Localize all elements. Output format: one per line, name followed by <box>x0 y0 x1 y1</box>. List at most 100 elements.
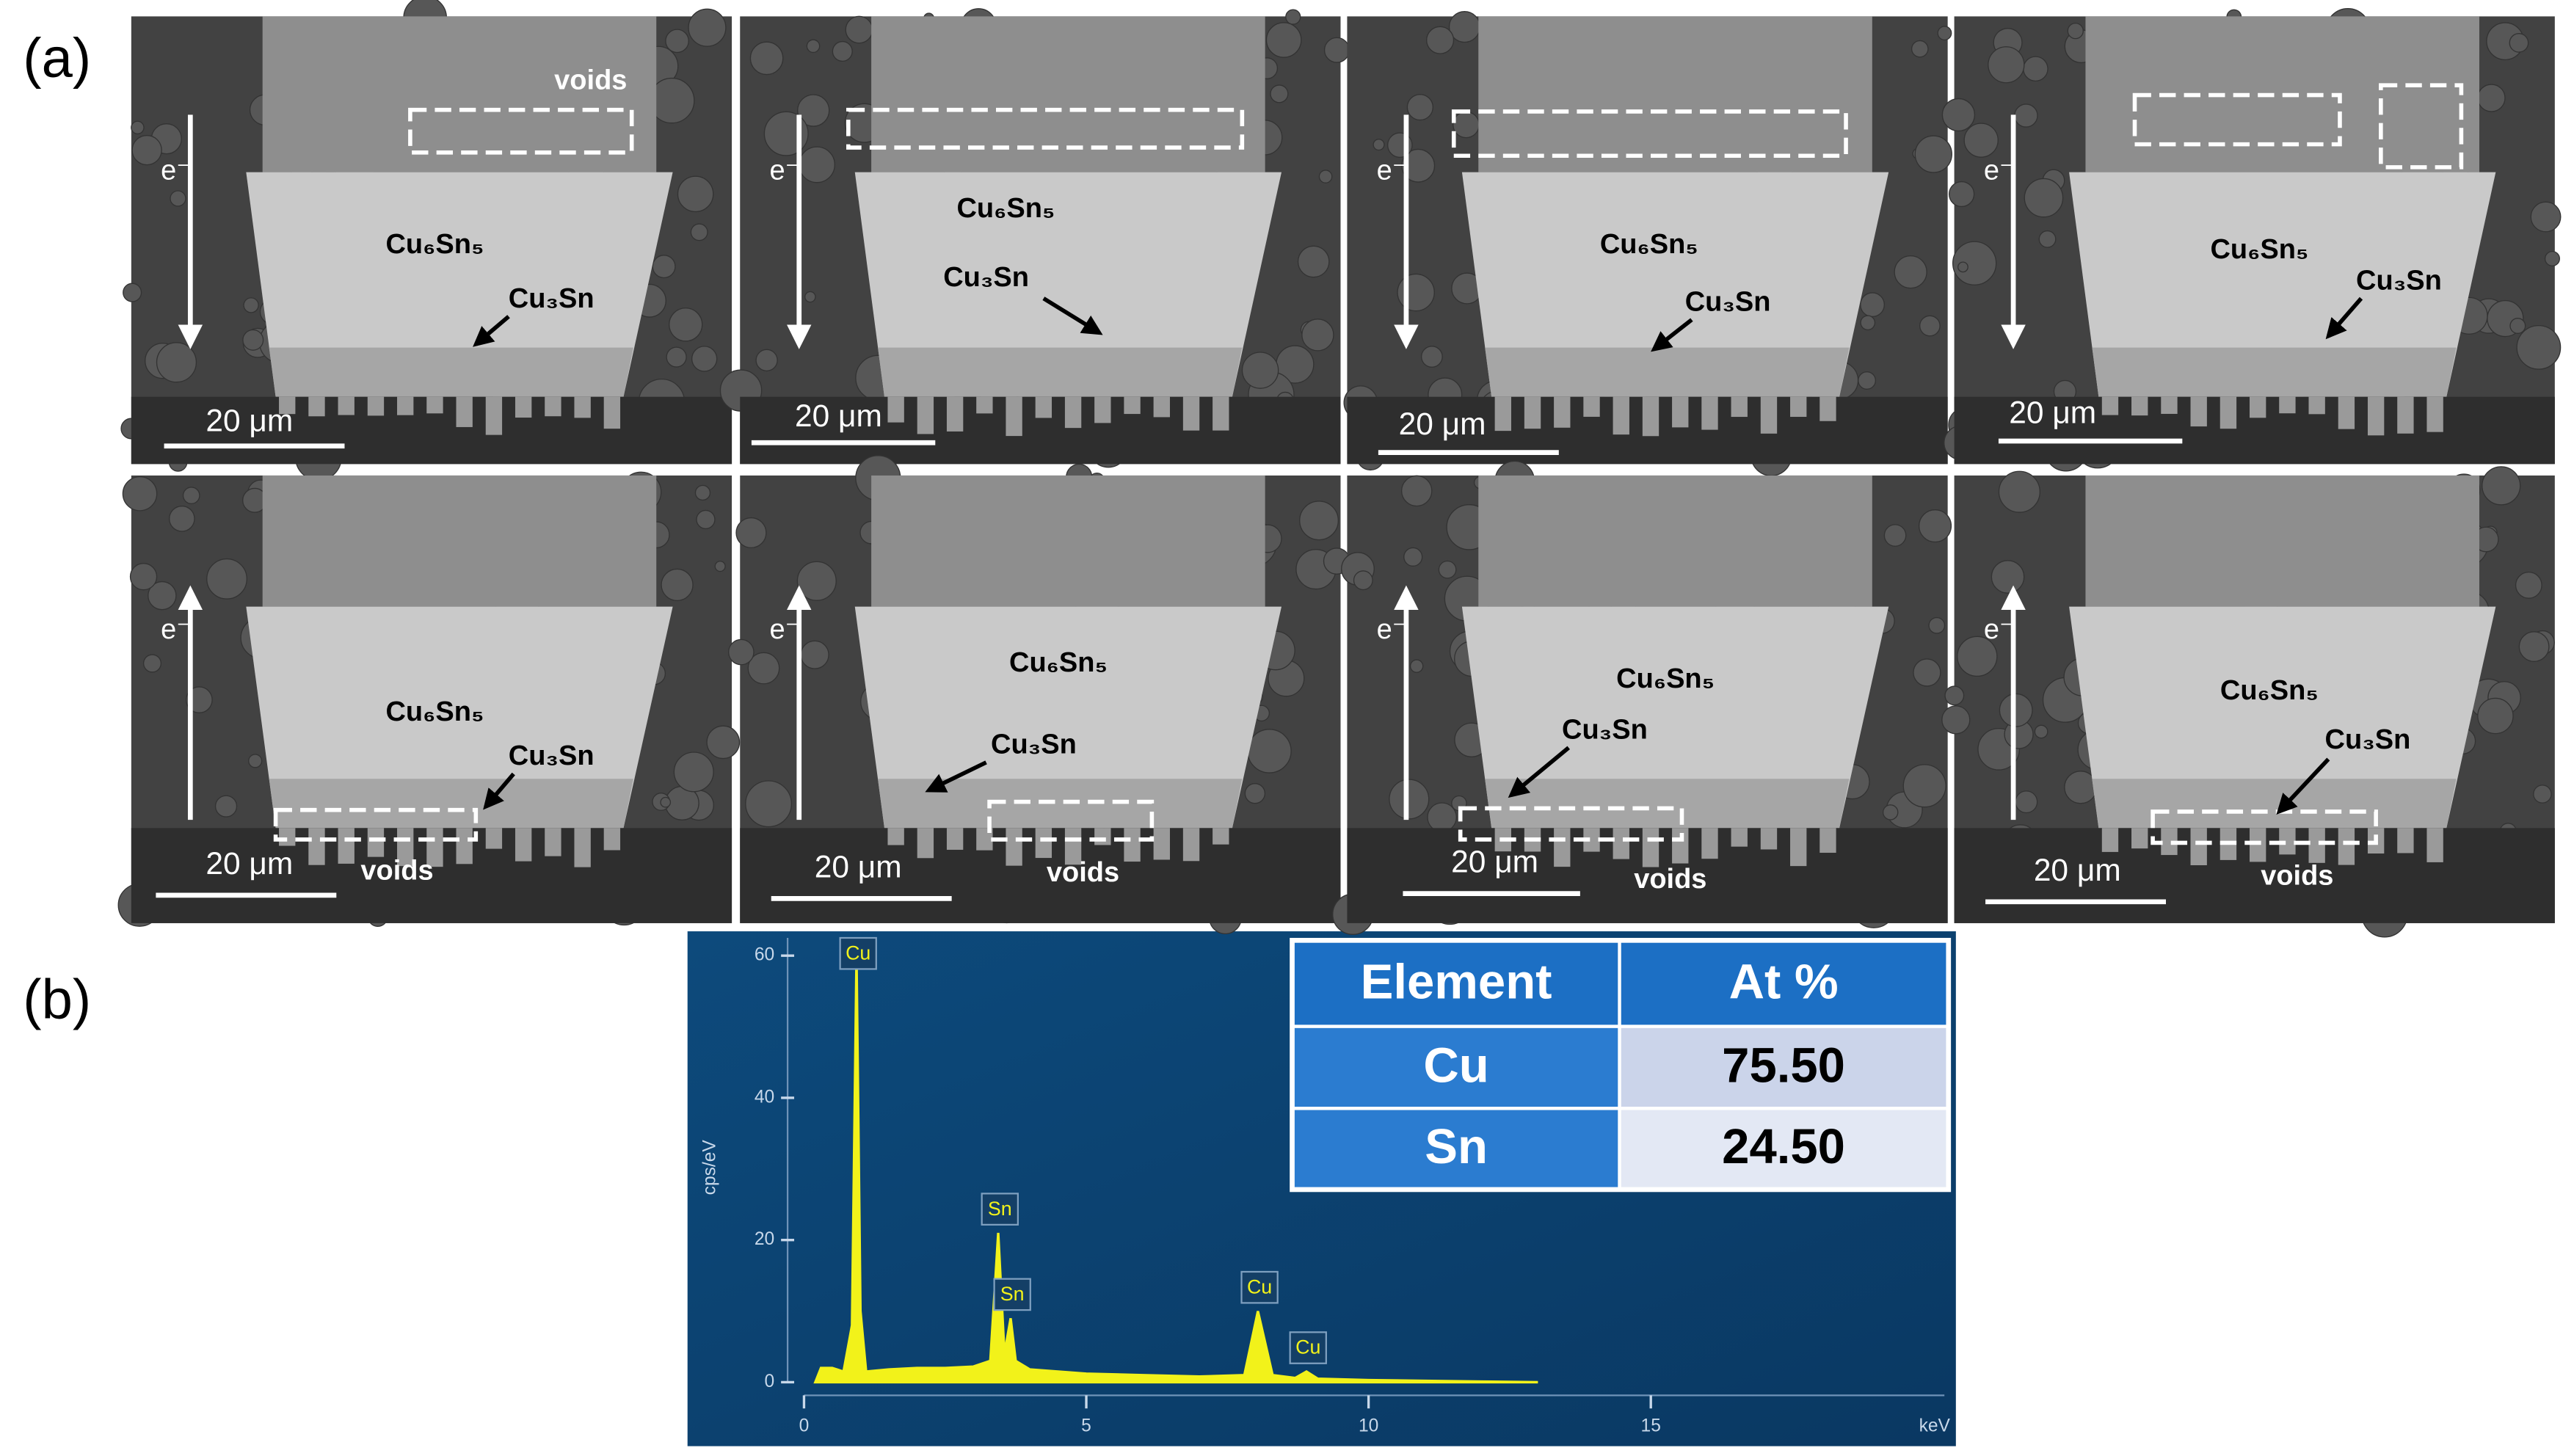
void-box <box>408 107 634 155</box>
y-tick-label: 20 <box>755 1229 774 1249</box>
substrate-tooth <box>976 828 993 851</box>
texture <box>1265 22 1302 58</box>
texture <box>735 517 767 549</box>
substrate-tooth <box>976 396 993 414</box>
texture <box>243 297 259 313</box>
peak-label: Sn <box>988 1198 1012 1220</box>
cu6sn5-label: Cu₆Sn₅ <box>1616 663 1715 694</box>
scale-label: 20 μm <box>1451 845 1538 879</box>
texture <box>797 94 830 127</box>
texture <box>677 175 714 213</box>
substrate-tooth <box>279 396 296 415</box>
substrate-tooth <box>1613 396 1629 435</box>
substrate-tooth <box>1672 396 1689 428</box>
cu3sn-label: Cu₃Sn <box>509 740 595 771</box>
cu-pillar <box>262 475 657 607</box>
sem-image: e⁻ Cu₆Sn₅ Cu₃Sn voids 20 μm <box>728 455 1350 935</box>
table-cell <box>1294 1110 1618 1187</box>
texture <box>1373 139 1385 151</box>
substrate-tooth <box>574 396 591 418</box>
substrate-tooth <box>1583 828 1600 852</box>
pointer-arrow <box>925 760 987 793</box>
scale-label: 20 μm <box>795 398 882 433</box>
texture <box>1919 315 1941 337</box>
voids-label: voids <box>554 65 627 96</box>
sem-image: e⁻ Cu₆Sn₅ Cu₃Sn 20 μm <box>1941 7 2562 472</box>
substrate-tooth <box>338 828 355 864</box>
cu-pillar <box>1478 16 1872 172</box>
substrate-tooth <box>1094 396 1111 423</box>
substrate-tooth <box>279 828 296 846</box>
texture <box>796 561 837 601</box>
texture <box>2014 103 2038 128</box>
substrate-tooth <box>1213 828 1229 845</box>
x-tick-label: 5 <box>1081 1416 1091 1435</box>
texture <box>691 346 718 372</box>
texture <box>1957 636 1998 677</box>
texture <box>2533 785 2552 804</box>
texture <box>170 190 186 207</box>
texture <box>1400 475 1433 507</box>
texture <box>804 291 816 303</box>
panel-label: (a) <box>23 27 91 90</box>
substrate-tooth <box>2308 828 2325 863</box>
texture <box>800 640 829 669</box>
texture <box>2477 84 2506 112</box>
texture <box>1453 111 1480 139</box>
texture <box>1944 685 1965 706</box>
texture <box>1991 560 2025 594</box>
substrate-tooth <box>1006 828 1022 866</box>
texture <box>1914 135 1952 173</box>
substrate-tooth <box>1819 396 1836 421</box>
texture <box>1301 318 1334 352</box>
header-text: At % <box>1729 954 1839 1009</box>
y-tick-label: 0 <box>765 1372 775 1391</box>
texture <box>728 638 755 666</box>
substrate-tooth <box>426 396 443 414</box>
substrate-tooth <box>2220 396 2237 429</box>
solder <box>1461 606 1889 829</box>
substrate-tooth <box>1583 396 1600 417</box>
void-box <box>1458 806 1684 842</box>
substrate-tooth <box>308 828 325 865</box>
substrate-tooth <box>2338 396 2355 429</box>
substrate-tooth <box>485 828 503 849</box>
substrate-tooth <box>545 828 561 856</box>
cu3sn-label: Cu₃Sn <box>2356 265 2442 296</box>
substrate-tooth <box>1642 396 1659 437</box>
substrate-tooth <box>1701 396 1718 430</box>
texture <box>1318 170 1333 183</box>
solder <box>246 606 673 829</box>
cu3sn-label: Cu₃Sn <box>1685 286 1771 317</box>
substrate-tooth <box>1064 828 1082 865</box>
texture <box>694 484 711 501</box>
y-tick-label: 40 <box>755 1087 774 1107</box>
cu-pillar <box>2085 475 2479 607</box>
peak-label-box <box>839 936 877 970</box>
substrate-tooth <box>1613 828 1629 859</box>
substrate-tooth <box>946 396 964 432</box>
substrate-tooth <box>1153 828 1170 860</box>
substrate-tooth <box>1731 396 1748 418</box>
texture <box>1937 26 1952 41</box>
texture <box>806 39 821 54</box>
void-box <box>273 807 479 842</box>
sem-image: e⁻ Cu₆Sn₅ Cu₃Sn 20 μm <box>1343 11 1952 476</box>
texture <box>142 654 162 673</box>
texture <box>1270 84 1289 103</box>
solder <box>1461 172 1889 397</box>
substrate-tooth <box>946 828 964 850</box>
voids-label: voids <box>360 856 433 887</box>
texture <box>1957 261 1968 273</box>
texture <box>673 751 714 793</box>
texture <box>1911 40 1929 58</box>
scale-label: 20 μm <box>2009 395 2096 429</box>
y-axis-label: cps/eV <box>700 1140 720 1195</box>
electron-label: e⁻ <box>769 156 799 186</box>
substrate-tooth <box>367 828 385 857</box>
pointer-arrow <box>473 315 510 347</box>
solder <box>854 172 1282 397</box>
texture <box>1894 255 1927 289</box>
texture <box>248 754 263 768</box>
substrate-tooth <box>574 828 591 867</box>
